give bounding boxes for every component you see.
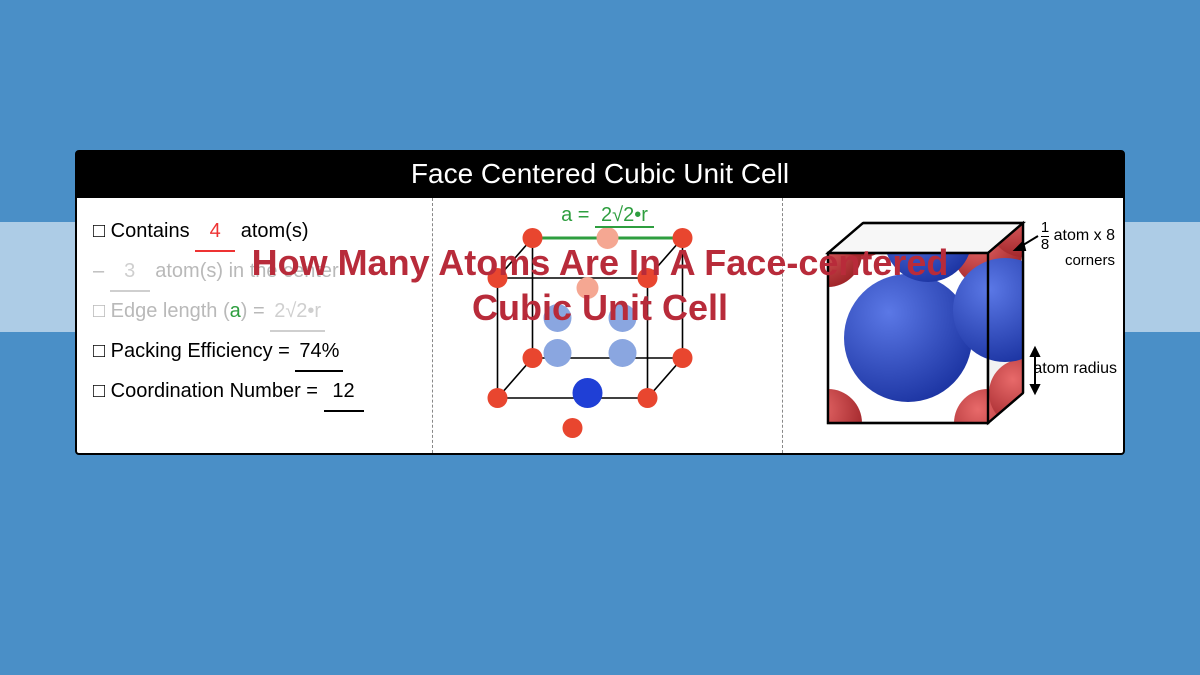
formula-value: 2√2•r xyxy=(595,204,654,228)
row-coord: □ Coordination Number = 12 xyxy=(93,372,420,412)
label: □ Coordination Number = xyxy=(93,380,324,402)
label: □ Contains xyxy=(93,220,195,242)
blank-value: 12 xyxy=(324,372,364,412)
formula-label: a = xyxy=(561,204,589,226)
overlay-line1: How Many Atoms Are In A Face-centered xyxy=(252,242,949,283)
label: □ Packing Efficiency = xyxy=(93,340,295,362)
row-packing: □ Packing Efficiency = 74% xyxy=(93,332,420,372)
edge-formula: a = 2√2•r xyxy=(433,204,782,227)
overlay-line2: Cubic Unit Cell xyxy=(472,287,728,328)
annot-radius: atom radius xyxy=(1033,360,1117,378)
frac-num: 1 xyxy=(1041,219,1049,236)
overlay-title: How Many Atoms Are In A Face-centered Cu… xyxy=(0,240,1200,330)
blank-value: 74% xyxy=(295,332,343,372)
card-title: Face Centered Cubic Unit Cell xyxy=(77,152,1123,198)
label: atom(s) xyxy=(241,220,309,242)
